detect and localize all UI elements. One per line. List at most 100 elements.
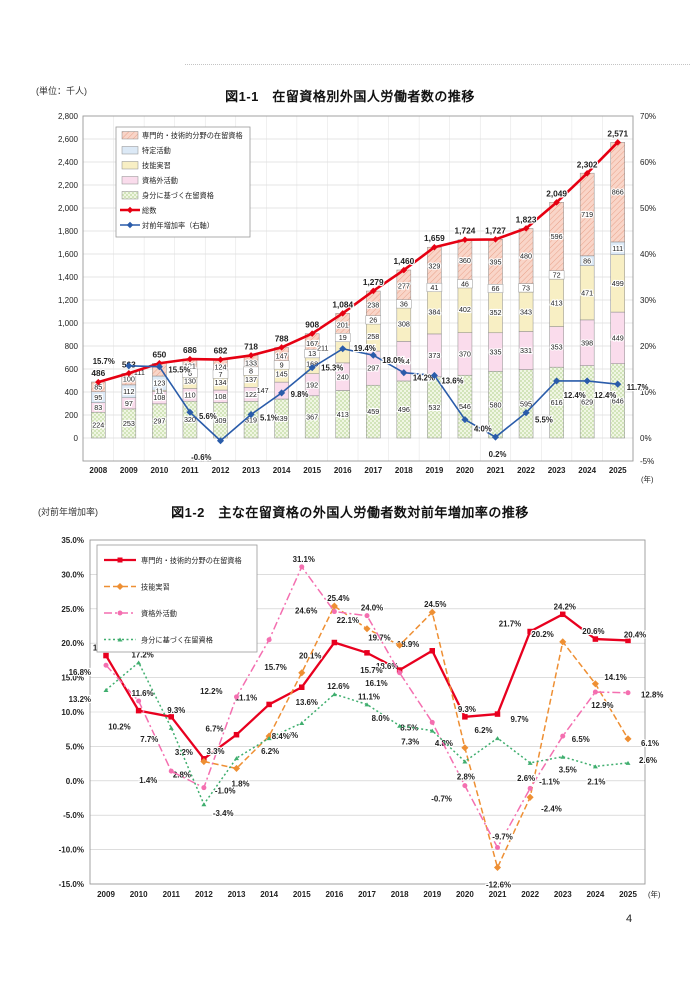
svg-text:546: 546 — [459, 402, 471, 411]
svg-text:395: 395 — [490, 258, 502, 267]
svg-text:25.4%: 25.4% — [327, 594, 349, 603]
svg-text:112: 112 — [123, 387, 134, 396]
svg-text:技能実習: 技能実習 — [141, 582, 170, 591]
svg-text:1,000: 1,000 — [58, 319, 79, 328]
svg-text:866: 866 — [612, 188, 624, 197]
svg-text:特定活動: 特定活動 — [142, 146, 171, 155]
svg-text:41: 41 — [430, 283, 438, 292]
svg-text:26: 26 — [369, 315, 377, 324]
svg-text:-0.6%: -0.6% — [191, 453, 211, 462]
svg-text:12.6%: 12.6% — [327, 682, 349, 691]
svg-text:身分に基づく在留資格: 身分に基づく在留資格 — [141, 635, 214, 644]
svg-text:15.3%: 15.3% — [321, 364, 343, 373]
svg-text:2010: 2010 — [150, 466, 168, 475]
svg-text:8.0%: 8.0% — [372, 714, 390, 723]
svg-text:-5.0%: -5.0% — [63, 811, 84, 820]
svg-text:0%: 0% — [640, 434, 652, 443]
svg-text:2022: 2022 — [517, 466, 535, 475]
svg-text:0.0%: 0.0% — [66, 777, 84, 786]
svg-text:73: 73 — [522, 283, 530, 292]
svg-text:-0.7%: -0.7% — [431, 795, 452, 804]
svg-text:19: 19 — [339, 333, 347, 342]
svg-text:2020: 2020 — [456, 890, 474, 899]
svg-text:35.0%: 35.0% — [61, 536, 84, 545]
svg-text:111: 111 — [134, 368, 145, 377]
svg-text:2016: 2016 — [334, 466, 352, 475]
fig1-2-x-axis: 2009 2010 2011 2012 2013 2014 2015 2016 2017 2018… — [97, 889, 661, 899]
svg-text:40%: 40% — [640, 250, 656, 259]
svg-text:86: 86 — [583, 256, 591, 265]
svg-text:2,571: 2,571 — [607, 128, 628, 138]
svg-text:2025: 2025 — [609, 466, 627, 475]
svg-text:身分に基づく在留資格: 身分に基づく在留資格 — [142, 191, 215, 200]
svg-text:-1.1%: -1.1% — [539, 777, 560, 786]
svg-text:238: 238 — [367, 300, 379, 309]
svg-text:616: 616 — [551, 398, 563, 407]
svg-text:2016: 2016 — [325, 890, 343, 899]
svg-text:110: 110 — [184, 390, 195, 399]
svg-text:70%: 70% — [640, 112, 656, 121]
svg-text:108: 108 — [153, 393, 165, 402]
svg-text:9.3%: 9.3% — [458, 705, 476, 714]
fig1-1-legend: 専門的・技術的分野の在留資格特定活動技能実習資格外活動身分に基づく在留資格総数対… — [115, 126, 251, 238]
svg-text:352: 352 — [490, 308, 502, 317]
svg-text:15.0%: 15.0% — [61, 674, 84, 683]
svg-text:95: 95 — [94, 393, 102, 402]
fig1-2-axis-label: (対前年増加率) — [38, 507, 98, 517]
svg-text:資格外活動: 資格外活動 — [141, 609, 177, 618]
svg-text:2012: 2012 — [195, 890, 213, 899]
svg-text:147: 147 — [257, 386, 269, 395]
svg-text:253: 253 — [123, 419, 135, 428]
svg-text:580: 580 — [490, 400, 502, 409]
svg-text:2,600: 2,600 — [58, 135, 79, 144]
svg-text:25.0%: 25.0% — [61, 605, 84, 614]
svg-text:2019: 2019 — [423, 890, 441, 899]
svg-text:9.3%: 9.3% — [167, 706, 185, 715]
svg-text:2018: 2018 — [391, 890, 409, 899]
svg-text:11.1%: 11.1% — [358, 692, 380, 701]
svg-text:6: 6 — [188, 369, 192, 378]
svg-text:719: 719 — [581, 210, 593, 219]
svg-text:6.5%: 6.5% — [280, 731, 298, 740]
fig1-1-bar-labels: 2248395852539711210029710811123111320110… — [91, 187, 625, 431]
svg-text:402: 402 — [459, 305, 471, 314]
svg-text:2019: 2019 — [425, 466, 443, 475]
svg-text:319: 319 — [245, 415, 257, 424]
svg-text:-1.0%: -1.0% — [215, 787, 236, 796]
svg-text:9: 9 — [280, 361, 284, 370]
svg-text:192: 192 — [306, 380, 318, 389]
svg-text:1,659: 1,659 — [424, 233, 445, 243]
svg-text:7: 7 — [219, 370, 223, 379]
svg-text:21.7%: 21.7% — [499, 620, 521, 629]
fig1-1-chart: 0 200 400 600 800 1,000 1,200 1,400 1,600 1,800 2,… — [58, 112, 656, 484]
svg-text:3.3%: 3.3% — [207, 747, 225, 756]
svg-text:137: 137 — [245, 375, 257, 384]
svg-text:15.7%: 15.7% — [360, 666, 382, 675]
svg-text:2020: 2020 — [456, 466, 474, 475]
svg-text:686: 686 — [183, 345, 197, 355]
svg-text:12.2%: 12.2% — [200, 687, 222, 696]
svg-text:471: 471 — [581, 288, 593, 297]
svg-text:5.6%: 5.6% — [199, 412, 217, 421]
svg-text:1,800: 1,800 — [58, 227, 79, 236]
svg-text:2,302: 2,302 — [577, 159, 598, 169]
svg-text:2008: 2008 — [89, 466, 107, 475]
svg-text:66: 66 — [492, 284, 500, 293]
svg-text:12.4%: 12.4% — [594, 391, 616, 400]
svg-text:総数: 総数 — [142, 206, 156, 215]
svg-text:7.3%: 7.3% — [401, 738, 419, 747]
svg-text:-2.4%: -2.4% — [541, 804, 562, 813]
svg-text:718: 718 — [244, 341, 258, 351]
svg-text:122: 122 — [245, 390, 257, 399]
svg-text:7.7%: 7.7% — [140, 735, 158, 744]
svg-text:60%: 60% — [640, 158, 656, 167]
svg-text:83: 83 — [94, 403, 102, 412]
svg-text:413: 413 — [551, 298, 563, 307]
svg-text:224: 224 — [92, 421, 104, 430]
svg-text:16.1%: 16.1% — [365, 679, 387, 688]
svg-text:449: 449 — [612, 333, 624, 342]
svg-text:258: 258 — [367, 332, 379, 341]
svg-text:97: 97 — [125, 399, 133, 408]
